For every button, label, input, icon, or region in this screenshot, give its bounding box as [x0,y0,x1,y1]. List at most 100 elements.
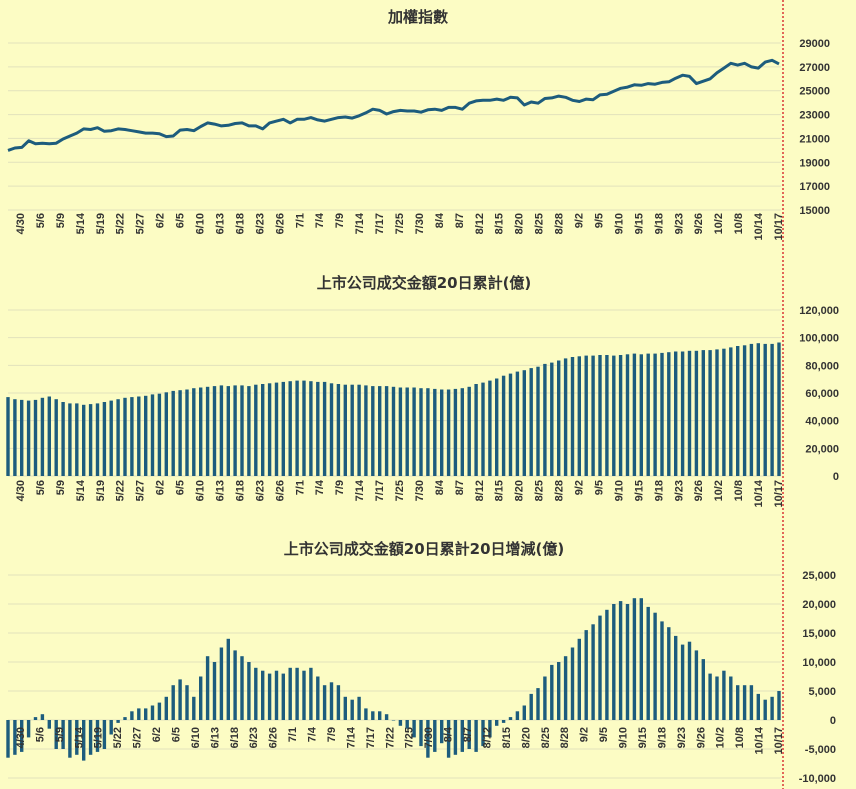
bar [33,399,38,476]
bar [82,404,86,476]
index-line-chart: 加權指數 29000 27000 25000 23000 21000 19000 17000… [7,8,830,241]
bar [371,386,375,476]
x-tick-label: 10/14 [753,212,765,240]
bar [481,382,485,476]
bar [529,368,533,476]
bar [742,685,747,720]
bar [185,685,189,720]
bar [680,351,685,476]
bar [192,388,196,476]
bar [508,717,513,720]
x-tick-label: 5/9 [55,480,67,495]
x-axis-ticks: 4/30 5/6 5/9 5/14 5/19 5/22 5/27 6/2 6/5 6/10 6/13… [15,212,785,240]
bar [612,355,616,476]
x-tick-label: 7/25 [404,727,416,748]
x-tick-label: 9/18 [656,727,668,748]
bar-series [6,598,781,761]
bar [433,720,437,752]
x-tick-label: 7/9 [334,213,346,228]
bar [384,714,389,720]
bar [144,395,148,476]
bar [219,385,224,476]
x-tick-label: 10/17 [773,727,785,755]
bar [687,641,692,720]
bar [577,356,581,476]
bar [446,720,451,758]
bar [109,400,113,476]
x-tick-label: 9/18 [653,213,665,234]
bar [557,662,561,720]
bar [467,386,471,476]
bar [522,370,526,476]
y-tick-label: 20,000 [802,599,836,611]
bar [708,350,712,476]
y-tick-label: 20,000 [805,443,839,455]
bar [20,399,24,476]
x-tick-label: 7/4 [314,212,326,228]
y-tick-label: 0 [830,715,836,727]
bar [646,606,650,720]
x-tick-label: 10/17 [773,213,785,241]
x-tick-label: 7/17 [374,480,386,501]
x-tick-label: 8/4 [443,726,455,742]
x-tick-label: 7/30 [414,213,426,234]
x-tick-label: 8/25 [534,213,546,234]
x-tick-label: 9/5 [593,480,605,495]
bar [660,352,664,476]
bar [288,381,292,476]
x-tick-label: 7/9 [334,480,346,495]
x-tick-label: 5/19 [93,727,105,748]
bar [729,347,733,476]
bar [591,355,595,476]
bar-series [6,342,781,476]
x-tick-label: 8/15 [501,727,513,748]
x-tick-label: 5/9 [55,213,67,228]
y-tick-label: 120,000 [799,305,839,317]
bar [591,624,595,720]
x-tick-label: 9/5 [598,727,610,742]
bar [419,720,423,747]
bar [577,638,581,720]
bar [736,346,740,476]
x-tick-label: 9/10 [618,727,630,748]
bar [219,647,224,720]
x-tick-label: 7/30 [414,480,426,501]
x-tick-label: 5/27 [132,727,144,748]
bar [460,388,464,476]
index-series-line [7,58,780,152]
bar [660,621,664,720]
bar [47,396,51,476]
bar [667,352,671,476]
y-tick-label: 25,000 [802,570,836,582]
y-tick-label: 27000 [799,62,830,74]
bar [557,360,561,476]
y-tick-label: 23000 [799,110,830,122]
x-tick-label: 8/20 [514,213,526,234]
bar [26,400,31,476]
x-tick-label: 10/14 [754,726,766,754]
x-tick-label: 10/2 [715,727,727,748]
bar [398,720,403,726]
bar [75,720,79,755]
bar [474,384,478,476]
bar [185,389,189,476]
bar [88,720,93,755]
bar [598,615,602,720]
bar [309,667,313,720]
bar [398,387,403,476]
x-tick-label: 9/26 [693,213,705,234]
x-tick-label: 9/5 [593,213,605,228]
bar [570,357,575,476]
y-tick-label: 25000 [799,86,830,98]
bar [563,358,568,476]
y-axis-ticks: 25,000 20,000 15,000 10,000 5,000 0 -5,000 -10,… [799,570,836,785]
x-tick-label: 9/26 [695,727,707,748]
bar [667,627,671,720]
bar [102,720,107,749]
x-tick-label: 10/17 [773,480,785,508]
x-tick-label: 7/30 [423,727,435,748]
bar [302,670,306,720]
y-tick-label: 0 [833,471,839,483]
bar [350,699,354,720]
bar [109,720,113,735]
